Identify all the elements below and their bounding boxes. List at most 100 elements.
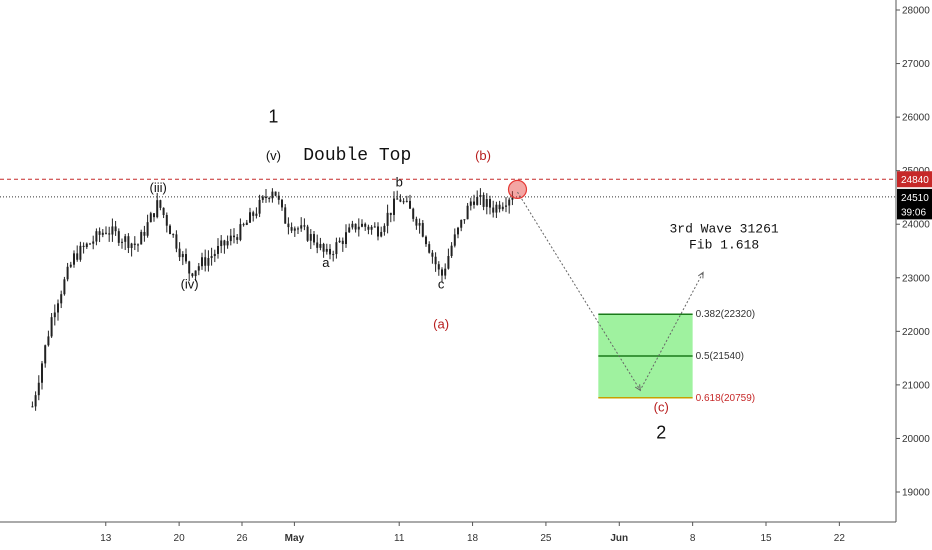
candle-body	[418, 223, 421, 226]
fib-level-label: 0.382(22320)	[696, 309, 756, 320]
candle-body	[393, 198, 395, 215]
candlestick	[341, 237, 344, 252]
candlestick	[396, 190, 399, 200]
y-tick-label: 24000	[902, 220, 930, 231]
candle-body	[66, 266, 69, 280]
candle-body	[425, 236, 427, 245]
candlestick	[95, 228, 98, 246]
candle-body	[105, 232, 107, 234]
candlestick	[121, 238, 123, 249]
candlestick	[194, 270, 197, 282]
candlestick	[511, 191, 514, 206]
candle-body	[508, 199, 511, 206]
candle-body	[73, 253, 75, 265]
candle-body	[146, 222, 149, 236]
price-tag-bg	[897, 171, 932, 188]
candlestick	[367, 224, 370, 235]
candlestick	[453, 228, 456, 248]
candle-body	[217, 246, 219, 254]
candlestick	[111, 218, 114, 242]
candlestick	[293, 226, 296, 237]
candle-body	[380, 231, 383, 237]
candlestick	[287, 217, 290, 235]
candlestick	[290, 222, 293, 234]
candlestick	[405, 195, 408, 203]
candle-body	[466, 205, 469, 220]
candle-body	[181, 254, 184, 258]
candle-body	[332, 254, 335, 256]
candle-body	[229, 235, 232, 242]
candle-body	[386, 212, 389, 226]
candle-body	[197, 266, 200, 271]
candle-body	[316, 242, 319, 248]
candlestick	[153, 213, 155, 222]
candlestick	[457, 226, 459, 239]
candle-body	[482, 194, 485, 207]
y-tick-label: 22000	[902, 327, 930, 338]
x-tick-label: 25	[540, 533, 552, 544]
candle-body	[421, 223, 424, 237]
price-tag-label: 24840	[901, 175, 929, 186]
candle-body	[373, 226, 376, 228]
price-tag: 24840	[897, 171, 932, 188]
candlestick	[444, 263, 447, 280]
candlestick	[265, 188, 267, 203]
candle-body	[495, 204, 498, 213]
candlestick	[124, 233, 127, 251]
candle-body	[175, 234, 178, 249]
candlestick	[242, 222, 245, 227]
candlestick	[325, 243, 328, 255]
price-axis-bg	[896, 0, 932, 550]
candle-body	[137, 244, 139, 246]
x-tick-label: Jun	[610, 533, 628, 544]
candle-body	[479, 194, 482, 198]
candle-body	[207, 258, 210, 266]
candlestick	[447, 248, 450, 270]
candle-body	[402, 201, 405, 203]
candle-body	[159, 200, 162, 208]
candlestick	[364, 222, 367, 231]
candlestick	[271, 188, 274, 203]
candle-body	[319, 243, 322, 248]
candle-body	[309, 234, 312, 241]
wave-label: (iii)	[149, 180, 166, 195]
wave-label: b	[396, 175, 403, 190]
candlestick	[159, 199, 162, 211]
y-tick-label: 23000	[902, 273, 930, 284]
candlestick	[165, 212, 168, 233]
candlestick	[495, 201, 498, 218]
candle-body	[143, 231, 146, 236]
candle-body	[31, 406, 34, 408]
candle-body	[405, 200, 408, 202]
candle-body	[505, 205, 507, 207]
candle-body	[169, 225, 171, 235]
wave-label: (b)	[475, 148, 491, 163]
candlestick	[460, 219, 463, 232]
candlestick	[415, 216, 418, 230]
price-tag: 39:06	[897, 203, 932, 220]
candle-body	[447, 256, 450, 269]
candlestick	[44, 344, 47, 368]
candlestick	[386, 204, 389, 234]
candlestick	[169, 224, 171, 235]
candle-body	[124, 236, 127, 242]
candlestick	[63, 276, 66, 296]
candlestick	[441, 267, 443, 283]
candle-body	[469, 201, 472, 206]
candle-body	[79, 245, 82, 260]
candle-body	[98, 231, 101, 235]
candlestick	[476, 190, 479, 206]
candle-body	[111, 226, 114, 235]
candlestick	[76, 245, 79, 262]
candle-body	[149, 213, 152, 223]
candle-body	[156, 200, 159, 218]
candle-body	[76, 253, 79, 260]
candlestick	[489, 195, 491, 215]
candlestick	[450, 242, 453, 258]
candle-body	[140, 231, 143, 245]
candle-body	[297, 228, 299, 230]
candlestick	[79, 241, 82, 262]
candlestick	[47, 330, 50, 347]
